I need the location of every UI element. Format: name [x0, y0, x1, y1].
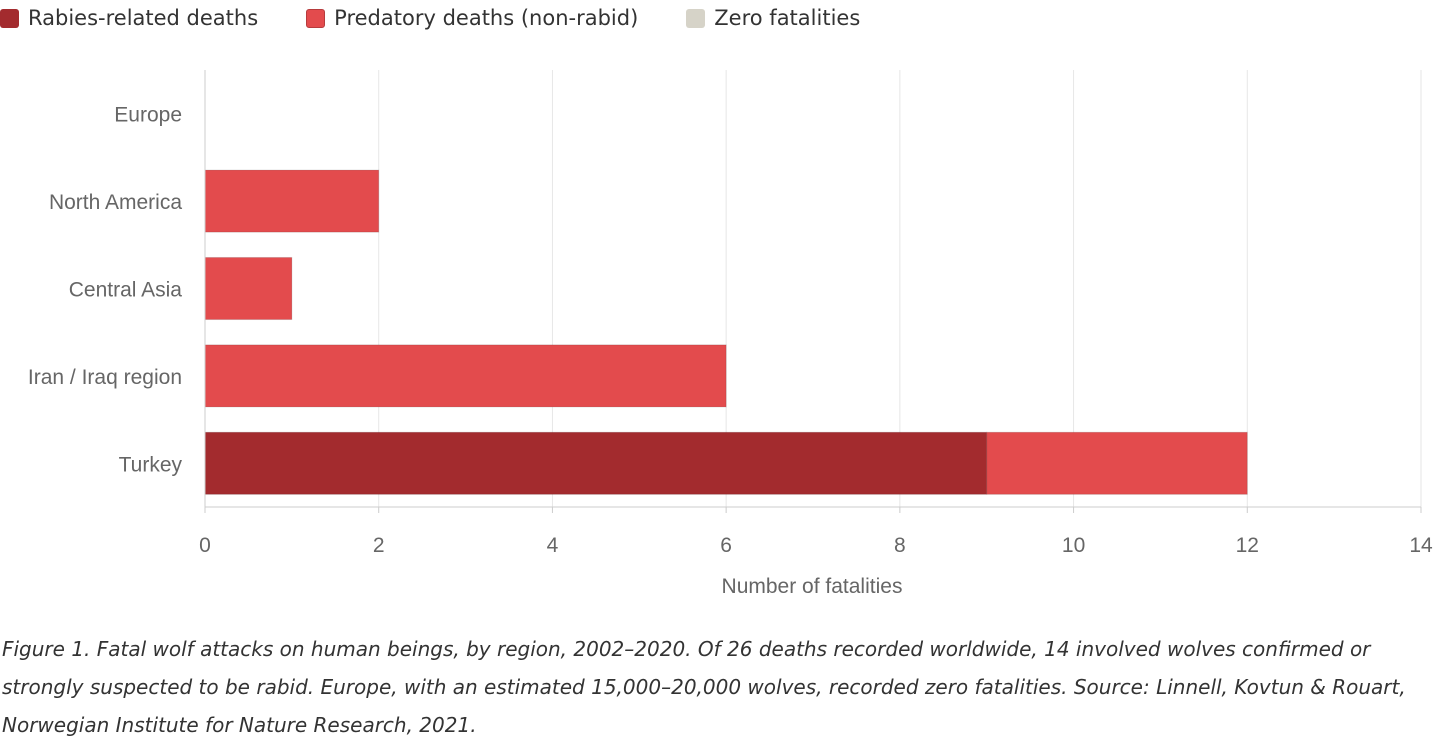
x-tick-label-8: 8: [894, 534, 906, 557]
bar-turkey-series-0[interactable]: [204, 431, 988, 495]
chart-legend: Rabies-related deaths Predatory deaths (…: [0, 4, 908, 32]
x-axis-label: Number of fatalities: [722, 575, 903, 598]
y-category-label-central-asia: Central Asia: [69, 279, 183, 302]
legend-swatch-rabies: [0, 8, 19, 28]
legend-label-predatory: Predatory deaths (non-rabid): [334, 6, 639, 30]
legend-label-zero: Zero fatalities: [714, 6, 861, 30]
x-tick-label-12: 12: [1236, 534, 1259, 557]
bar-turkey-series-1[interactable]: [986, 431, 1248, 495]
bar-north-america-series-1[interactable]: [204, 169, 380, 233]
bars: [204, 169, 1248, 495]
legend-item-rabies[interactable]: Rabies-related deaths: [0, 6, 258, 30]
legend-swatch-predatory: [306, 8, 326, 28]
legend-swatch-zero: [686, 8, 706, 28]
legend-label-rabies: Rabies-related deaths: [28, 6, 259, 30]
bar-central-asia-series-1[interactable]: [204, 256, 293, 321]
x-tick-label-10: 10: [1062, 534, 1085, 557]
x-tick-label-2: 2: [373, 534, 385, 557]
y-category-label-north-america: North America: [49, 191, 182, 214]
x-tick-label-0: 0: [199, 534, 211, 557]
figure-caption: Figure 1. Fatal wolf attacks on human be…: [2, 637, 1406, 737]
bar-chart: 0 2 4 6 8 10 12 14 Europe North America Central As…: [28, 70, 1433, 598]
x-tick-label-6: 6: [720, 534, 732, 557]
legend-item-zero[interactable]: Zero fatalities: [686, 6, 860, 30]
legend-item-predatory[interactable]: Predatory deaths (non-rabid): [306, 6, 638, 30]
y-category-label-iran-iraq-region: Iran / Iraq region: [28, 366, 182, 389]
x-tick-label-4: 4: [547, 534, 559, 557]
axes: 0 2 4 6 8 10 12 14 Europe North America Central As…: [28, 70, 1433, 557]
bar-iran-iraq-region-series-1[interactable]: [204, 344, 727, 408]
y-category-label-europe: Europe: [114, 104, 182, 127]
x-tick-label-14: 14: [1409, 534, 1433, 557]
y-category-label-turkey: Turkey: [119, 453, 183, 476]
